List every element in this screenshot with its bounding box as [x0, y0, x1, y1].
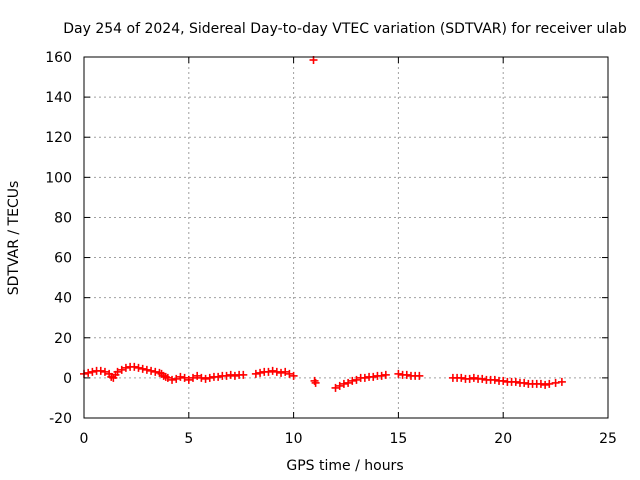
x-tick-label: 20: [494, 431, 512, 447]
x-axis-label: GPS time / hours: [286, 458, 403, 474]
data-point: [499, 376, 508, 385]
data-point: [193, 371, 202, 380]
x-tick-label: 10: [285, 431, 303, 447]
plot-frame: [83, 56, 609, 419]
chart-title: Day 254 of 2024, Sidereal Day-to-day VTE…: [63, 21, 627, 37]
y-tick-label: 100: [45, 170, 72, 186]
ticks: 0 5 10 15 20 25 -20 0 20 40 60 80 100 120 140 160: [45, 50, 617, 447]
data-point: [264, 367, 273, 376]
x-tick-label: 15: [389, 431, 407, 447]
data-point: [184, 375, 193, 384]
data-point: [168, 375, 177, 384]
data-point: [331, 383, 340, 392]
data-point: [557, 377, 566, 386]
data-point: [226, 370, 235, 379]
data-point: [134, 363, 143, 372]
data-point: [230, 371, 239, 380]
data-point: [415, 371, 424, 380]
data-point: [117, 365, 126, 374]
data-point: [96, 366, 105, 375]
data-series: [80, 56, 566, 392]
data-point: [277, 368, 286, 377]
data-point: [130, 362, 139, 371]
data-point: [239, 370, 248, 379]
data-point: [360, 373, 369, 382]
data-point: [113, 367, 122, 376]
data-point: [84, 368, 93, 377]
data-point: [335, 381, 344, 390]
data-point: [272, 367, 281, 376]
data-point: [205, 373, 214, 382]
data-point: [197, 373, 206, 382]
data-point: [268, 366, 277, 375]
data-point: [100, 367, 109, 376]
data-point: [188, 373, 197, 382]
data-point: [402, 370, 411, 379]
data-point: [541, 380, 550, 389]
data-point: [465, 374, 474, 383]
data-point: [352, 375, 361, 384]
x-tick-label: 25: [599, 431, 617, 447]
data-point: [222, 371, 231, 380]
data-point: [138, 364, 147, 373]
y-tick-label: 120: [45, 130, 72, 146]
data-point: [180, 373, 189, 382]
data-point: [214, 372, 223, 381]
x-tick-label: 5: [184, 431, 193, 447]
data-point: [348, 376, 357, 385]
data-point: [163, 373, 172, 382]
y-tick-label: 40: [54, 291, 72, 307]
data-point: [490, 375, 499, 384]
y-tick-label: 20: [54, 331, 72, 347]
y-tick-label: 140: [45, 90, 72, 106]
y-tick-label: -20: [49, 411, 72, 427]
data-point: [478, 374, 487, 383]
y-tick-label: 0: [63, 371, 72, 387]
data-point: [377, 371, 386, 380]
data-point: [88, 367, 97, 376]
data-point: [176, 372, 185, 381]
data-point: [545, 379, 554, 388]
data-point: [381, 370, 390, 379]
y-tick-label: 160: [45, 50, 72, 66]
y-axis-label: SDTVAR / TECUs: [6, 181, 22, 296]
data-point: [251, 369, 260, 378]
data-point: [551, 378, 560, 387]
data-point: [394, 369, 403, 378]
y-tick-label: 80: [54, 210, 72, 226]
grid: [84, 57, 608, 418]
data-point: [281, 367, 290, 376]
data-point: [201, 374, 210, 383]
data-point: [469, 373, 478, 382]
data-point: [285, 369, 294, 378]
x-tick-label: 0: [80, 431, 89, 447]
data-point: [172, 374, 181, 383]
data-point: [256, 368, 265, 377]
data-point: [142, 365, 151, 374]
data-point: [289, 371, 298, 380]
data-point: [369, 372, 378, 381]
data-point: [339, 379, 348, 388]
data-point: [457, 373, 466, 382]
data-point: [536, 379, 545, 388]
data-point: [147, 366, 156, 375]
data-point: [151, 367, 160, 376]
data-point: [344, 378, 353, 387]
y-tick-label: 60: [54, 251, 72, 267]
data-point: [511, 377, 520, 386]
data-point: [311, 378, 320, 387]
data-point: [121, 363, 130, 372]
data-point: [520, 378, 529, 387]
